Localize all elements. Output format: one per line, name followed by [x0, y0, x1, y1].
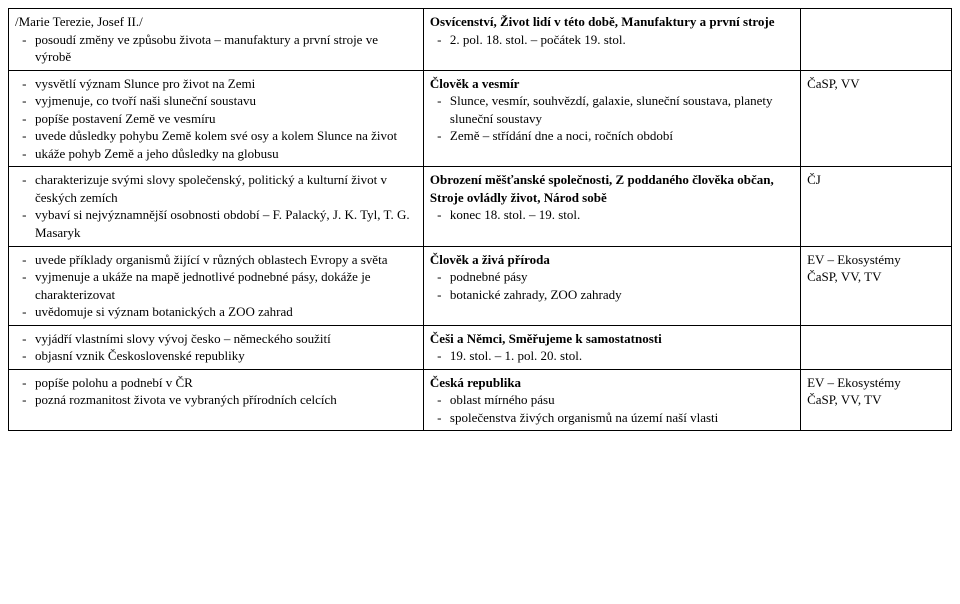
list-item: popíše postavení Země ve vesmíru	[33, 110, 417, 128]
topic-header: Obrození měšťanské společnosti, Z poddan…	[430, 171, 794, 206]
outcomes-list: vyjádří vlastními slovy vývoj česko – ně…	[15, 330, 417, 365]
outcomes-list: vysvětlí význam Slunce pro život na Zemi…	[15, 75, 417, 163]
list-item: Slunce, vesmír, souhvězdí, galaxie, slun…	[448, 92, 794, 127]
list-item: uvede příklady organismů žijící v různýc…	[33, 251, 417, 269]
link-line: ČJ	[807, 171, 945, 189]
topic-cell: Osvícenství, Život lidí v této době, Man…	[423, 9, 800, 71]
list-item: charakterizuje svými slovy společenský, …	[33, 171, 417, 206]
table-row: vyjádří vlastními slovy vývoj česko – ně…	[9, 325, 952, 369]
links-cell: EV – EkosystémyČaSP, VV, TV	[801, 369, 952, 431]
list-item: pozná rozmanitost života ve vybraných př…	[33, 391, 417, 409]
topic-list: konec 18. stol. – 19. stol.	[430, 206, 794, 224]
topic-header: Člověk a živá příroda	[430, 251, 794, 269]
topic-list: 19. stol. – 1. pol. 20. stol.	[430, 347, 794, 365]
topic-list: oblast mírného pásuspolečenstva živých o…	[430, 391, 794, 426]
list-item: oblast mírného pásu	[448, 391, 794, 409]
outcomes-cell: /Marie Terezie, Josef II./posoudí změny …	[9, 9, 424, 71]
table-row: popíše polohu a podnebí v ČRpozná rozman…	[9, 369, 952, 431]
links-cell: ČJ	[801, 167, 952, 246]
list-item: 2. pol. 18. stol. – počátek 19. stol.	[448, 31, 794, 49]
list-item: objasní vznik Československé republiky	[33, 347, 417, 365]
link-line: ČaSP, VV, TV	[807, 391, 945, 409]
list-item: 19. stol. – 1. pol. 20. stol.	[448, 347, 794, 365]
row-intro: /Marie Terezie, Josef II./	[15, 13, 417, 31]
list-item: vybaví si nejvýznamnější osobnosti obdob…	[33, 206, 417, 241]
outcomes-cell: vyjádří vlastními slovy vývoj česko – ně…	[9, 325, 424, 369]
topic-header: Osvícenství, Život lidí v této době, Man…	[430, 13, 794, 31]
topic-cell: Člověk a živá přírodapodnebné pásybotani…	[423, 246, 800, 325]
table-row: charakterizuje svými slovy společenský, …	[9, 167, 952, 246]
table-row: vysvětlí význam Slunce pro život na Zemi…	[9, 70, 952, 167]
links-cell: EV – EkosystémyČaSP, VV, TV	[801, 246, 952, 325]
list-item: vysvětlí význam Slunce pro život na Zemi	[33, 75, 417, 93]
list-item: popíše polohu a podnebí v ČR	[33, 374, 417, 392]
topic-cell: Člověk a vesmírSlunce, vesmír, souhvězdí…	[423, 70, 800, 167]
links-cell	[801, 9, 952, 71]
list-item: posoudí změny ve způsobu života – manufa…	[33, 31, 417, 66]
outcomes-cell: popíše polohu a podnebí v ČRpozná rozman…	[9, 369, 424, 431]
list-item: vyjádří vlastními slovy vývoj česko – ně…	[33, 330, 417, 348]
list-item: uvědomuje si význam botanických a ZOO za…	[33, 303, 417, 321]
topic-list: 2. pol. 18. stol. – počátek 19. stol.	[430, 31, 794, 49]
topic-header: Češi a Němci, Směřujeme k samostatnosti	[430, 330, 794, 348]
list-item: společenstva živých organismů na území n…	[448, 409, 794, 427]
link-line: ČaSP, VV	[807, 75, 945, 93]
topic-header: Česká republika	[430, 374, 794, 392]
links-cell	[801, 325, 952, 369]
table-row: uvede příklady organismů žijící v různýc…	[9, 246, 952, 325]
outcomes-list: popíše polohu a podnebí v ČRpozná rozman…	[15, 374, 417, 409]
list-item: ukáže pohyb Země a jeho důsledky na glob…	[33, 145, 417, 163]
link-line: ČaSP, VV, TV	[807, 268, 945, 286]
outcomes-list: charakterizuje svými slovy společenský, …	[15, 171, 417, 241]
topic-header: Člověk a vesmír	[430, 75, 794, 93]
outcomes-cell: vysvětlí význam Slunce pro život na Zemi…	[9, 70, 424, 167]
list-item: vyjmenuje, co tvoří naši sluneční sousta…	[33, 92, 417, 110]
list-item: vyjmenuje a ukáže na mapě jednotlivé pod…	[33, 268, 417, 303]
links-cell: ČaSP, VV	[801, 70, 952, 167]
outcomes-cell: charakterizuje svými slovy společenský, …	[9, 167, 424, 246]
list-item: Země – střídání dne a noci, ročních obdo…	[448, 127, 794, 145]
topic-cell: Obrození měšťanské společnosti, Z poddan…	[423, 167, 800, 246]
topic-cell: Češi a Němci, Směřujeme k samostatnosti1…	[423, 325, 800, 369]
topic-list: Slunce, vesmír, souhvězdí, galaxie, slun…	[430, 92, 794, 145]
list-item: podnebné pásy	[448, 268, 794, 286]
curriculum-table: /Marie Terezie, Josef II./posoudí změny …	[8, 8, 952, 431]
outcomes-cell: uvede příklady organismů žijící v různýc…	[9, 246, 424, 325]
list-item: botanické zahrady, ZOO zahrady	[448, 286, 794, 304]
list-item: konec 18. stol. – 19. stol.	[448, 206, 794, 224]
outcomes-list: uvede příklady organismů žijící v různýc…	[15, 251, 417, 321]
outcomes-list: posoudí změny ve způsobu života – manufa…	[15, 31, 417, 66]
list-item: uvede důsledky pohybu Země kolem své osy…	[33, 127, 417, 145]
topic-cell: Česká republikaoblast mírného pásuspoleč…	[423, 369, 800, 431]
link-line: EV – Ekosystémy	[807, 374, 945, 392]
topic-list: podnebné pásybotanické zahrady, ZOO zahr…	[430, 268, 794, 303]
table-row: /Marie Terezie, Josef II./posoudí změny …	[9, 9, 952, 71]
link-line: EV – Ekosystémy	[807, 251, 945, 269]
